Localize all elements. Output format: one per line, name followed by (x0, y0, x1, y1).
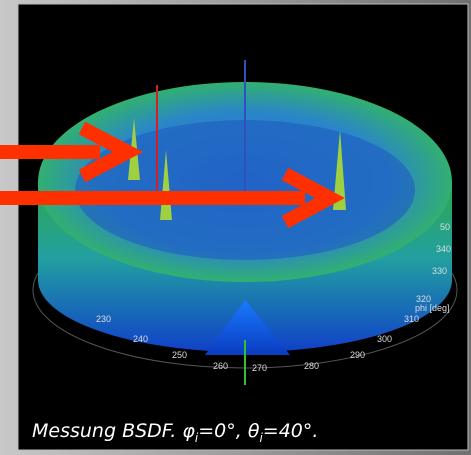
phi-tick-label: 50 (440, 222, 450, 232)
phi-tick-label: 280 (304, 361, 319, 371)
phi-tick-label: 260 (213, 361, 228, 371)
phi-tick-label: 300 (377, 334, 392, 344)
phi-tick-label: 270 (252, 363, 267, 373)
caption: Messung BSDF. φi=0°, θi=40°. (32, 420, 318, 445)
phi-tick-label: 330 (432, 266, 447, 276)
caption-text: =40°. (263, 420, 319, 442)
axis-label: phi [deg] (415, 303, 450, 313)
phi-tick-label: 230 (96, 314, 111, 324)
phi-tick-label: 240 (133, 334, 148, 344)
screenshot: 50340330320310300290280270260250240230 p… (0, 0, 471, 455)
phi-tick-label: 340 (436, 244, 451, 254)
caption-text: Messung BSDF. φ (32, 420, 195, 442)
phi-tick-label: 290 (350, 350, 365, 360)
page: 50340330320310300290280270260250240230 p… (0, 0, 471, 455)
phi-tick-label: 310 (404, 314, 419, 324)
phi-tick-label: 250 (172, 350, 187, 360)
caption-text: =0°, θ (198, 420, 260, 442)
